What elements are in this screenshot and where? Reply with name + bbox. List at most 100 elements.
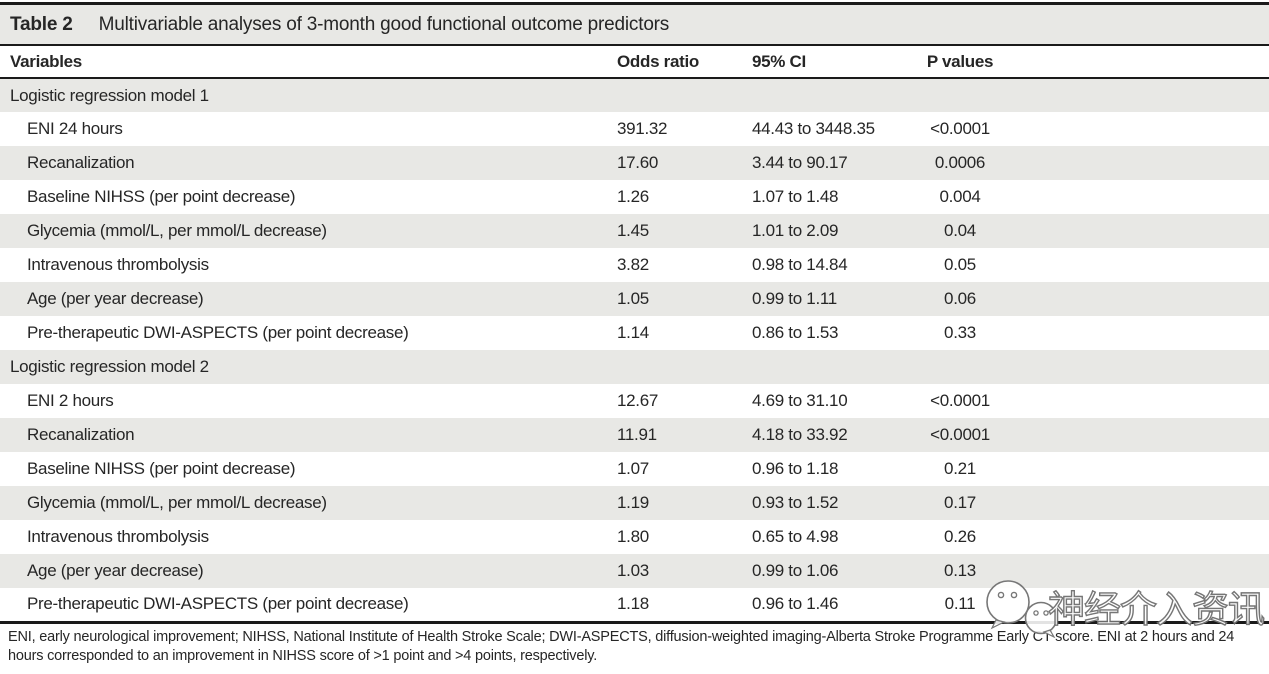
section-header-row: Logistic regression model 1 <box>0 78 1269 112</box>
p-value-cell: 0.05 <box>944 255 976 274</box>
top-rule <box>0 2 1269 5</box>
table-row: Glycemia (mmol/L, per mmol/L decrease) 1.… <box>0 214 1269 248</box>
p-value-cell: 0.21 <box>944 459 976 478</box>
table-row: Recanalization 17.60 3.44 to 90.17 0.0006 <box>0 146 1269 180</box>
table-row: Intravenous thrombolysis 1.80 0.65 to 4.98… <box>0 520 1269 554</box>
p-value-cell: 0.0006 <box>934 153 986 172</box>
table-row: Glycemia (mmol/L, per mmol/L decrease) 1.… <box>0 486 1269 520</box>
filler-cell <box>1040 146 1269 180</box>
p-value-cell: <0.0001 <box>930 391 990 410</box>
variable-cell: Recanalization <box>27 425 135 444</box>
filler-cell <box>1040 316 1269 350</box>
odds-ratio-cell: 1.18 <box>617 594 649 614</box>
odds-ratio-cell: 1.80 <box>617 527 649 546</box>
filler-cell <box>1040 418 1269 452</box>
variable-cell: Glycemia (mmol/L, per mmol/L decrease) <box>27 221 327 240</box>
variable-cell: Pre-therapeutic DWI-ASPECTS (per point d… <box>27 594 409 614</box>
filler-cell <box>1040 554 1269 588</box>
odds-ratio-cell: 1.05 <box>617 289 649 308</box>
odds-ratio-cell: 1.19 <box>617 493 649 512</box>
variable-cell: Age (per year decrease) <box>27 289 204 308</box>
ci-cell: 44.43 to 3448.35 <box>752 119 875 138</box>
ci-cell: 0.93 to 1.52 <box>752 493 839 512</box>
ci-cell: 4.18 to 33.92 <box>752 425 848 444</box>
filler-cell <box>1040 520 1269 554</box>
ci-cell: 0.98 to 14.84 <box>752 255 848 274</box>
odds-ratio-cell: 1.07 <box>617 459 649 478</box>
table-row: Age (per year decrease) 1.05 0.99 to 1.11 0… <box>0 282 1269 316</box>
ci-cell: 0.99 to 1.06 <box>752 561 839 580</box>
odds-ratio-cell: 17.60 <box>617 153 659 172</box>
ci-cell: 0.96 to 1.46 <box>752 594 839 614</box>
filler-cell <box>1040 282 1269 316</box>
p-value-cell: 0.33 <box>944 323 976 342</box>
results-table: Variables Odds ratio 95% CI P values Log… <box>0 44 1269 624</box>
table-footnote: ENI, early neurological improvement; NIH… <box>8 628 1235 664</box>
odds-ratio-cell: 1.14 <box>617 323 649 342</box>
table-caption: Table 2 Multivariable analyses of 3-mont… <box>0 5 1269 44</box>
odds-ratio-cell: 1.45 <box>617 221 649 240</box>
odds-ratio-cell: 391.32 <box>617 119 668 138</box>
p-value-cell: <0.0001 <box>930 119 990 138</box>
p-value-cell: 0.04 <box>944 221 976 240</box>
p-value-cell: 0.17 <box>944 493 976 512</box>
table-row: Age (per year decrease) 1.03 0.99 to 1.06 0… <box>0 554 1269 588</box>
caption-text: Multivariable analyses of 3-month good f… <box>98 13 670 35</box>
variable-cell: ENI 2 hours <box>27 391 114 410</box>
ci-cell: 0.96 to 1.18 <box>752 459 839 478</box>
ci-cell: 0.65 to 4.98 <box>752 527 839 546</box>
table-row: Baseline NIHSS (per point decrease) 1.07 0… <box>0 452 1269 486</box>
odds-ratio-cell: 11.91 <box>617 425 657 444</box>
odds-ratio-cell: 1.03 <box>617 561 649 580</box>
ci-cell: 1.07 to 1.48 <box>752 187 839 206</box>
filler-cell <box>1040 452 1269 486</box>
p-value-cell: 0.004 <box>939 187 981 206</box>
variable-cell: Baseline NIHSS (per point decrease) <box>27 187 296 206</box>
table-row: ENI 2 hours 12.67 4.69 to 31.10 <0.0001 <box>0 384 1269 418</box>
col-header-variables: Variables <box>0 45 603 79</box>
variable-cell: Pre-therapeutic DWI-ASPECTS (per point d… <box>27 323 409 342</box>
filler-cell <box>1040 180 1269 214</box>
col-header-filler <box>1040 45 1269 79</box>
header-row: Variables Odds ratio 95% CI P values <box>0 45 1269 79</box>
odds-ratio-cell: 12.67 <box>617 391 659 410</box>
ci-cell: 4.69 to 31.10 <box>752 391 848 410</box>
variable-cell: Glycemia (mmol/L, per mmol/L decrease) <box>27 493 327 512</box>
ci-cell: 3.44 to 90.17 <box>752 153 848 172</box>
section-header: Logistic regression model 1 <box>10 85 209 105</box>
ci-cell: 1.01 to 2.09 <box>752 221 839 240</box>
col-header-p-values: P values <box>880 45 1040 79</box>
section-header: Logistic regression model 2 <box>10 357 209 376</box>
table-row: Pre-therapeutic DWI-ASPECTS (per point d… <box>0 316 1269 350</box>
col-header-95ci: 95% CI <box>738 45 880 79</box>
variable-cell: Age (per year decrease) <box>27 561 204 580</box>
ci-cell: 0.86 to 1.53 <box>752 323 839 342</box>
section-header-row: Logistic regression model 2 <box>0 350 1269 384</box>
filler-cell <box>1040 214 1269 248</box>
odds-ratio-cell: 1.26 <box>617 187 649 206</box>
variable-cell: Baseline NIHSS (per point decrease) <box>27 459 296 478</box>
table-number: Table 2 <box>10 13 73 35</box>
odds-ratio-cell: 3.82 <box>617 255 649 274</box>
p-value-cell: 0.13 <box>944 561 976 580</box>
table-row: Pre-therapeutic DWI-ASPECTS (per point d… <box>0 588 1269 622</box>
filler-cell <box>1040 486 1269 520</box>
ci-cell: 0.99 to 1.11 <box>752 289 837 308</box>
variable-cell: Recanalization <box>27 153 135 172</box>
p-value-cell: 0.06 <box>944 289 976 308</box>
variable-cell: Intravenous thrombolysis <box>27 527 209 546</box>
p-value-cell: <0.0001 <box>930 425 990 444</box>
p-value-cell: 0.26 <box>944 527 976 546</box>
filler-cell <box>1040 384 1269 418</box>
table-row: Intravenous thrombolysis 3.82 0.98 to 14.8… <box>0 248 1269 282</box>
table-row: Recanalization 11.91 4.18 to 33.92 <0.0001 <box>0 418 1269 452</box>
variable-cell: Intravenous thrombolysis <box>27 255 209 274</box>
filler-cell <box>1040 248 1269 282</box>
table-row: ENI 24 hours 391.32 44.43 to 3448.35 <0.000… <box>0 112 1269 146</box>
p-value-cell: 0.11 <box>944 594 976 614</box>
table-row: Baseline NIHSS (per point decrease) 1.26 1… <box>0 180 1269 214</box>
col-header-odds-ratio: Odds ratio <box>603 45 738 79</box>
variable-cell: ENI 24 hours <box>27 119 123 138</box>
filler-cell <box>1040 112 1269 146</box>
